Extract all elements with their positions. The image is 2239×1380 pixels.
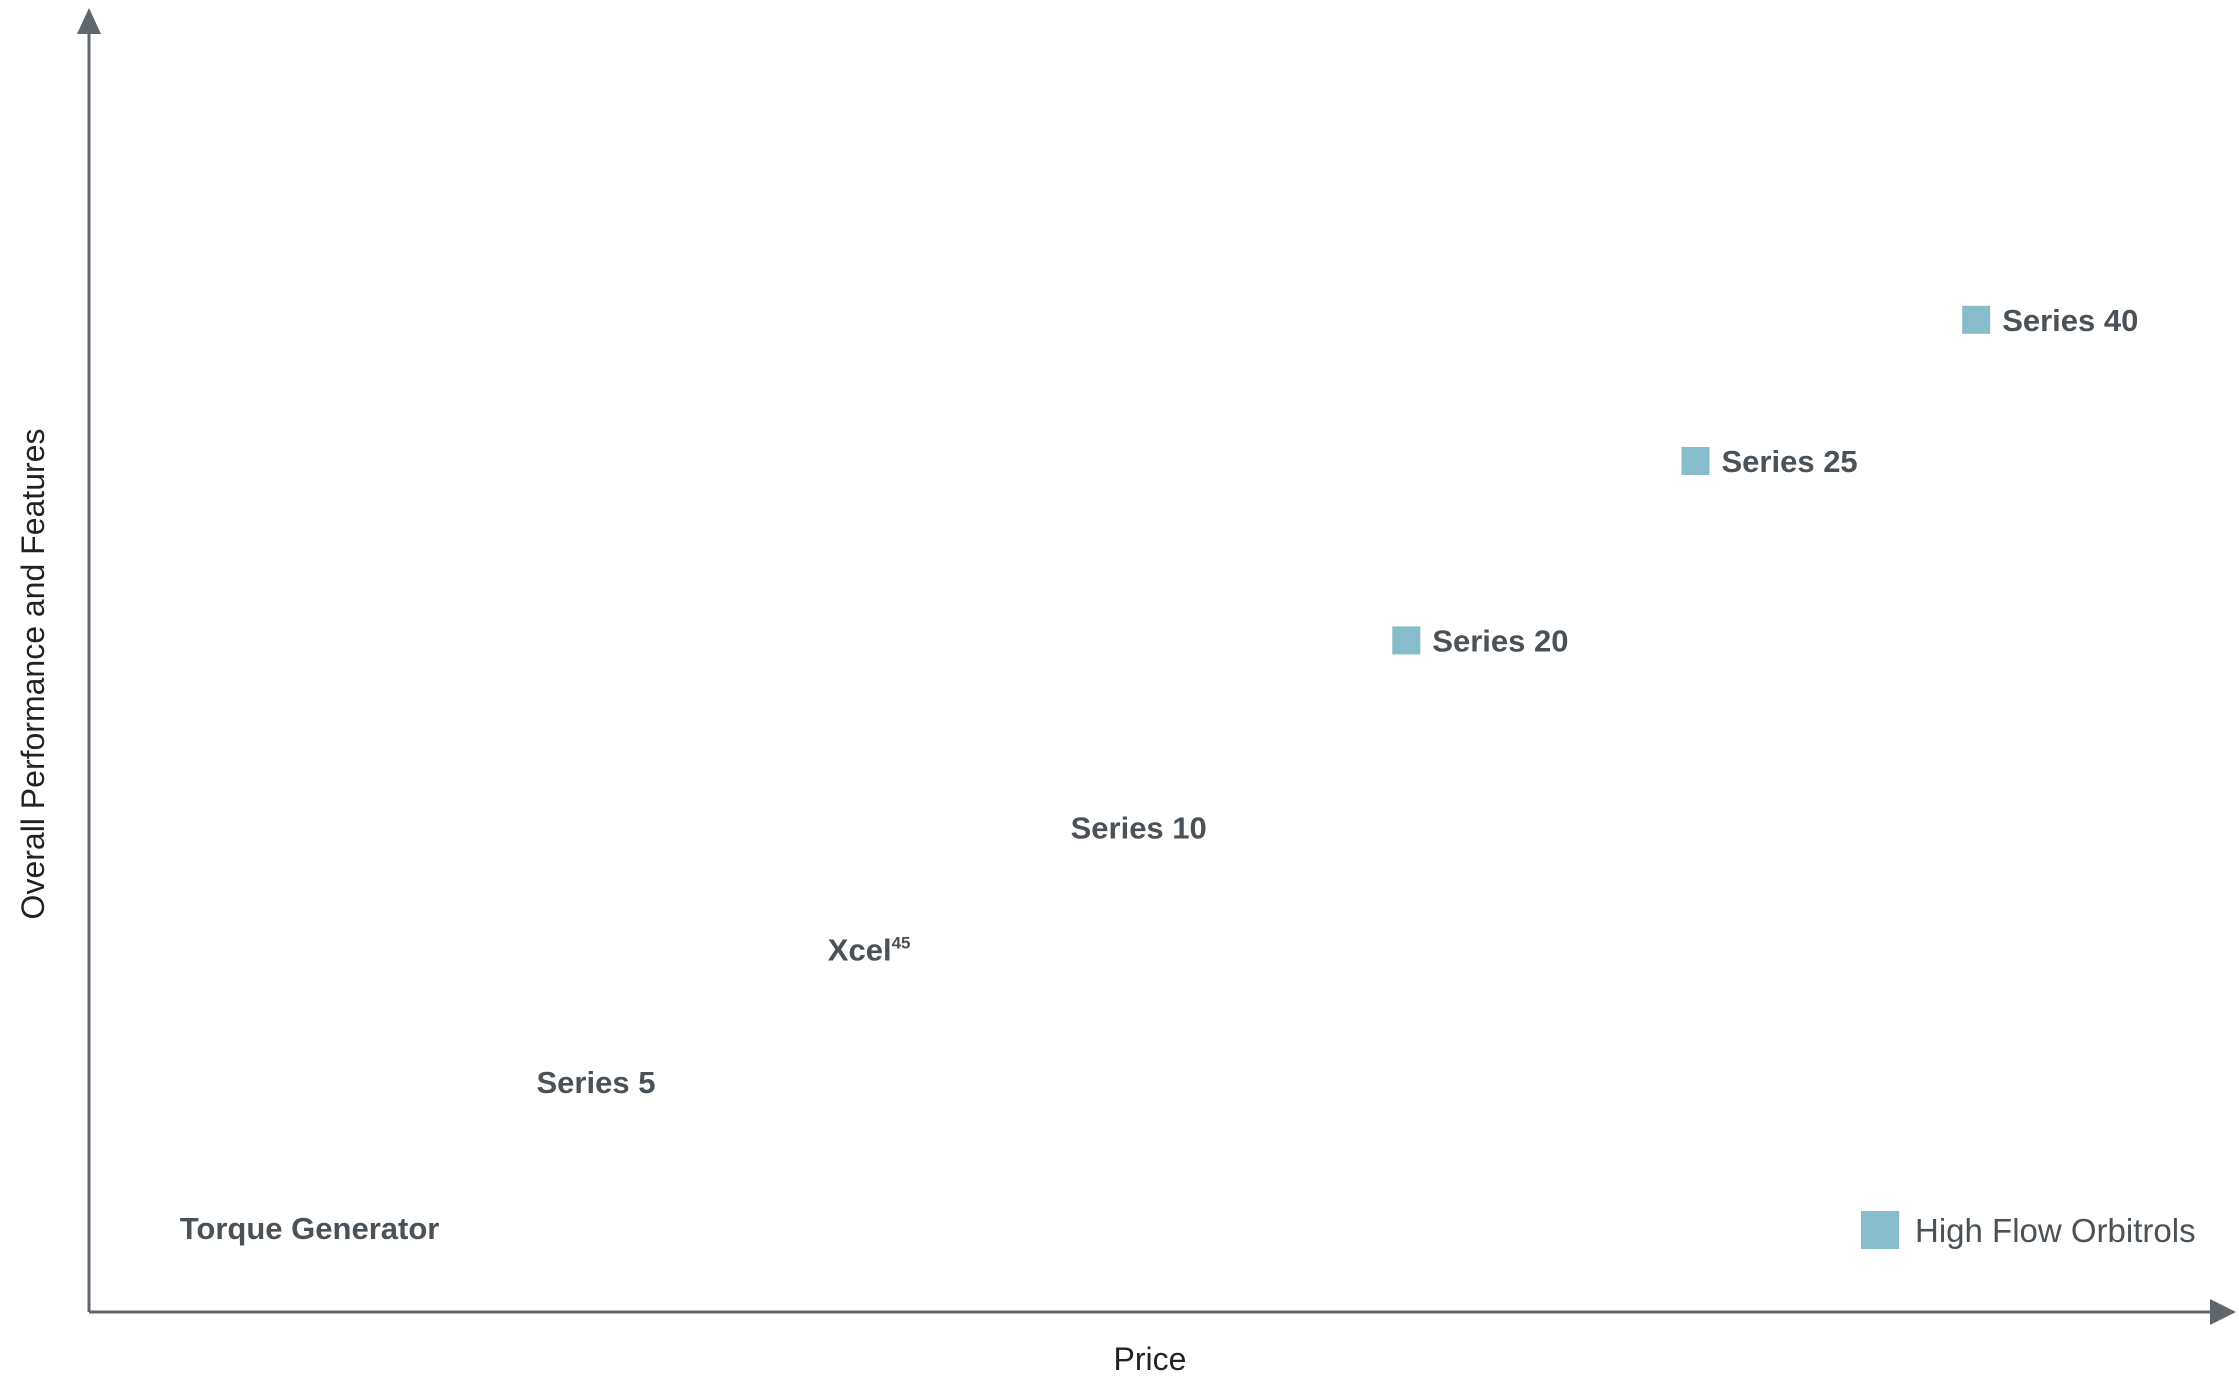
point-marker-series-20 <box>1392 626 1421 655</box>
y-axis-label: Overall Performance and Features <box>15 429 51 920</box>
point-label-xcel45: Xcel45 <box>828 933 911 968</box>
point-label-series-20: Series 20 <box>1432 623 1568 658</box>
x-axis-label: Price <box>1114 1341 1187 1377</box>
point-torque-generator: Torque Generator <box>180 1211 440 1246</box>
legend-label-high-flow-orbitrols: High Flow Orbitrols <box>1915 1212 2196 1249</box>
point-marker-series-25 <box>1681 447 1710 475</box>
legend: High Flow Orbitrols <box>1861 1211 2196 1249</box>
point-series-10: Series 10 <box>1071 810 1207 845</box>
point-label-series-25: Series 25 <box>1722 444 1858 479</box>
legend-marker-high-flow-orbitrols <box>1861 1211 1899 1249</box>
point-label-series-40: Series 40 <box>2002 303 2138 338</box>
point-xcel45: Xcel45 <box>828 933 911 968</box>
y-axis-arrow <box>77 8 101 34</box>
point-series-5: Series 5 <box>537 1065 656 1100</box>
point-label-series-10: Series 10 <box>1071 810 1207 845</box>
x-axis-arrow <box>2210 1299 2236 1325</box>
point-series-40: Series 40 <box>1962 303 2138 338</box>
point-series-20: Series 20 <box>1392 623 1568 658</box>
point-label-torque-generator: Torque Generator <box>180 1211 440 1246</box>
point-series-25: Series 25 <box>1681 444 1858 479</box>
data-points: Torque Generator Series 5 Xcel45 Series 10 S… <box>180 303 2139 1246</box>
point-marker-series-40 <box>1962 305 1991 334</box>
axes <box>77 8 2236 1325</box>
point-label-superscript: 45 <box>892 934 911 953</box>
point-label-series-5: Series 5 <box>537 1065 656 1100</box>
